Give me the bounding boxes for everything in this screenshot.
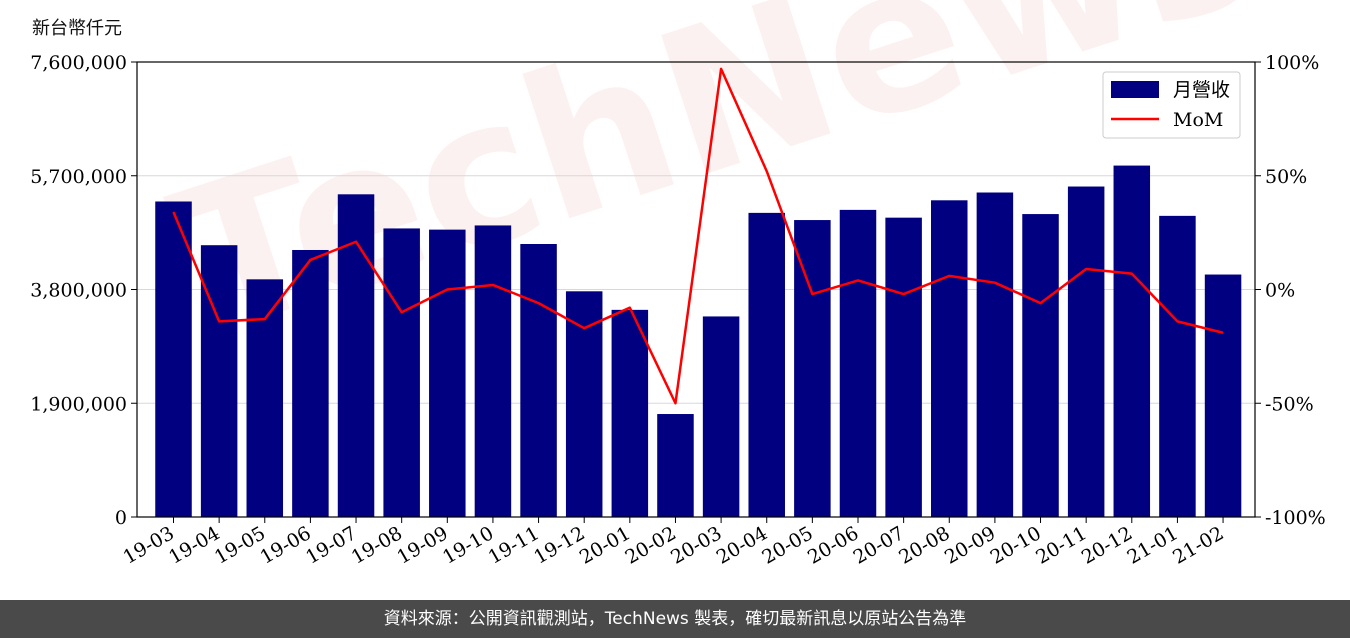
mom-point [766, 170, 768, 172]
mom-point [1040, 302, 1042, 304]
mom-point [538, 302, 540, 304]
bar [565, 291, 603, 517]
mom-point [355, 241, 357, 243]
bar [976, 192, 1014, 517]
bar [748, 212, 785, 518]
line-layer [172, 67, 1224, 405]
bar [155, 201, 192, 518]
y-left-tick-label: 7,600,000 [30, 52, 127, 74]
bar [520, 244, 557, 517]
bar [931, 200, 968, 517]
mom-point [1131, 273, 1133, 275]
bar [429, 229, 466, 517]
x-tick-label: 19-03 [120, 522, 178, 568]
source-footer: 資料來源：公開資訊觀測站，TechNews 製表，確切最新訊息以原站公告為準 [0, 600, 1350, 638]
mom-point [811, 293, 813, 295]
bar [383, 228, 420, 517]
x-tick-label: 19-08 [348, 522, 406, 568]
x-tick-label: 20-09 [941, 522, 999, 568]
y-left-tick-label: 0 [115, 507, 127, 529]
bar [1113, 165, 1151, 517]
y-left-tick-label: 5,700,000 [30, 166, 127, 188]
legend: 月營收 MoM [1102, 71, 1241, 139]
x-tick-label: 20-10 [987, 522, 1045, 568]
bars-layer [155, 165, 1242, 518]
legend-bar-swatch [1111, 81, 1159, 98]
bar [1067, 186, 1105, 518]
x-tick-label: 19-04 [165, 522, 223, 568]
y-right-tick-label: 50% [1265, 166, 1307, 188]
y-right-tick-label: 0% [1265, 280, 1295, 302]
x-tick-label: 19-12 [530, 522, 588, 568]
x-tick-label: 19-07 [302, 522, 360, 568]
x-tick-label: 20-06 [804, 522, 862, 568]
x-tick-label: 19-11 [485, 522, 543, 568]
x-tick-label: 21-02 [1169, 522, 1227, 568]
y-axis-unit-label: 新台幣仟元 [32, 18, 122, 39]
mom-point [218, 320, 220, 322]
x-tick-label: 19-06 [256, 522, 314, 568]
legend-label-revenue: 月營收 [1173, 79, 1230, 101]
y-left-tick-label: 3,800,000 [30, 280, 127, 302]
mom-point [1176, 320, 1178, 322]
x-tick-label: 20-01 [576, 522, 634, 568]
bar [611, 309, 649, 517]
bar [794, 220, 831, 518]
bar [885, 217, 922, 517]
x-tick-label: 19-09 [393, 522, 451, 568]
x-tick-label: 20-12 [1078, 522, 1136, 568]
revenue-chart: 0 1,900,000 3,800,000 5,700,000 7,600,000 -10… [30, 52, 1326, 569]
bar [702, 316, 740, 517]
x-tick-label: 20-02 [622, 522, 680, 568]
x-tick-label: 20-11 [1032, 522, 1090, 568]
mom-point [492, 284, 494, 286]
mom-point [309, 259, 311, 261]
x-tick-label: 21-01 [1123, 522, 1181, 568]
mom-point [948, 275, 950, 277]
x-tick-label: 20-05 [758, 522, 816, 568]
mom-point [903, 293, 905, 295]
x-tick-label: 20-03 [667, 522, 725, 568]
bar [1022, 214, 1059, 517]
x-tick-label: 20-04 [713, 522, 771, 568]
x-tick-label: 20-07 [850, 522, 908, 568]
legend-label-mom: MoM [1173, 109, 1223, 131]
mom-point [583, 327, 585, 329]
bar [1159, 215, 1196, 517]
mom-point [720, 68, 722, 70]
bar [474, 225, 512, 517]
y-left-tick-label: 1,900,000 [30, 393, 127, 415]
x-tick-label: 19-05 [211, 522, 269, 568]
bar [337, 194, 375, 517]
mom-point [857, 279, 859, 281]
y-right-tick-label: 100% [1265, 52, 1319, 74]
mom-point [264, 318, 266, 320]
bar [839, 209, 877, 517]
mom-point [173, 211, 175, 213]
bar [246, 279, 284, 517]
mom-point [1222, 332, 1224, 334]
mom-point [401, 311, 403, 313]
bar [657, 414, 694, 517]
y-right-tick-label: -100% [1265, 507, 1326, 529]
mom-line [172, 67, 1224, 405]
mom-point [446, 289, 448, 290]
bar [292, 249, 329, 517]
mom-point [1085, 268, 1087, 270]
y-right-tick-label: -50% [1265, 393, 1314, 415]
mom-point [994, 282, 996, 284]
x-tick-label: 20-08 [895, 522, 953, 568]
bar [1204, 274, 1242, 517]
bar [200, 245, 238, 517]
mom-point [629, 307, 631, 309]
mom-point [674, 402, 676, 404]
x-tick-label: 19-10 [439, 522, 497, 568]
